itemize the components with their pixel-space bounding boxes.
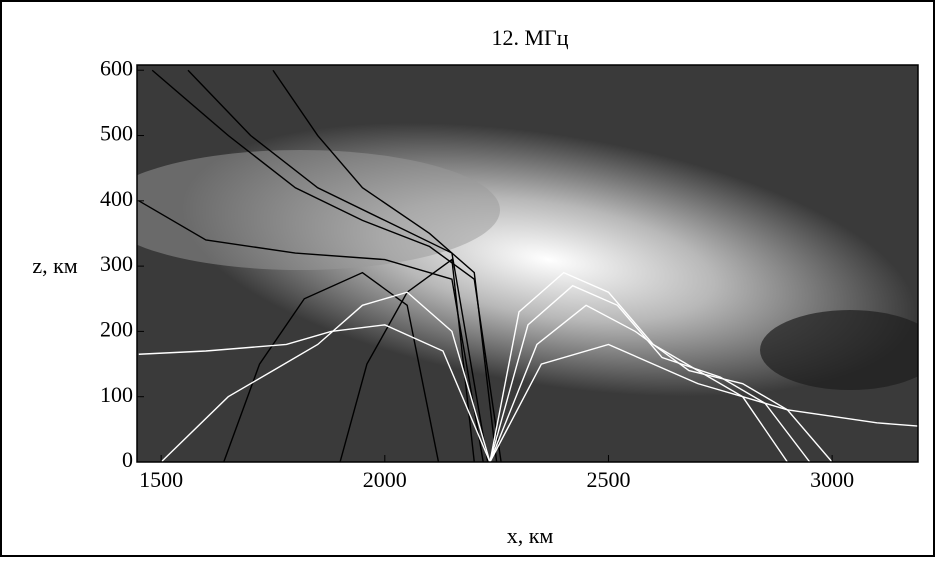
y-tick-label: 200 — [100, 316, 133, 341]
x-tick-label: 3000 — [810, 467, 854, 492]
ray — [272, 69, 498, 462]
ray — [489, 284, 811, 462]
x-tick-label: 2500 — [586, 467, 630, 492]
y-axis-label: z, км — [32, 253, 77, 278]
x-axis-label: x, км — [507, 523, 554, 548]
ray — [138, 324, 491, 462]
ray — [223, 271, 440, 462]
x-tick-label: 2000 — [363, 467, 407, 492]
y-tick-label: 500 — [100, 121, 133, 146]
y-tick-label: 600 — [100, 55, 133, 80]
density-map — [137, 65, 918, 462]
ray — [489, 271, 788, 462]
ray — [489, 343, 918, 462]
y-tick-label: 100 — [100, 382, 133, 407]
y-tick-label: 400 — [100, 186, 133, 211]
ray — [489, 304, 833, 462]
plot-border — [136, 64, 919, 463]
y-tick-label: 300 — [100, 251, 133, 276]
ray — [187, 69, 489, 462]
x-tick-label: 1500 — [139, 467, 183, 492]
ray — [151, 69, 502, 462]
y-tick-label: 0 — [122, 447, 133, 472]
ray — [160, 291, 491, 462]
chart-title: 12. МГц — [491, 25, 568, 50]
